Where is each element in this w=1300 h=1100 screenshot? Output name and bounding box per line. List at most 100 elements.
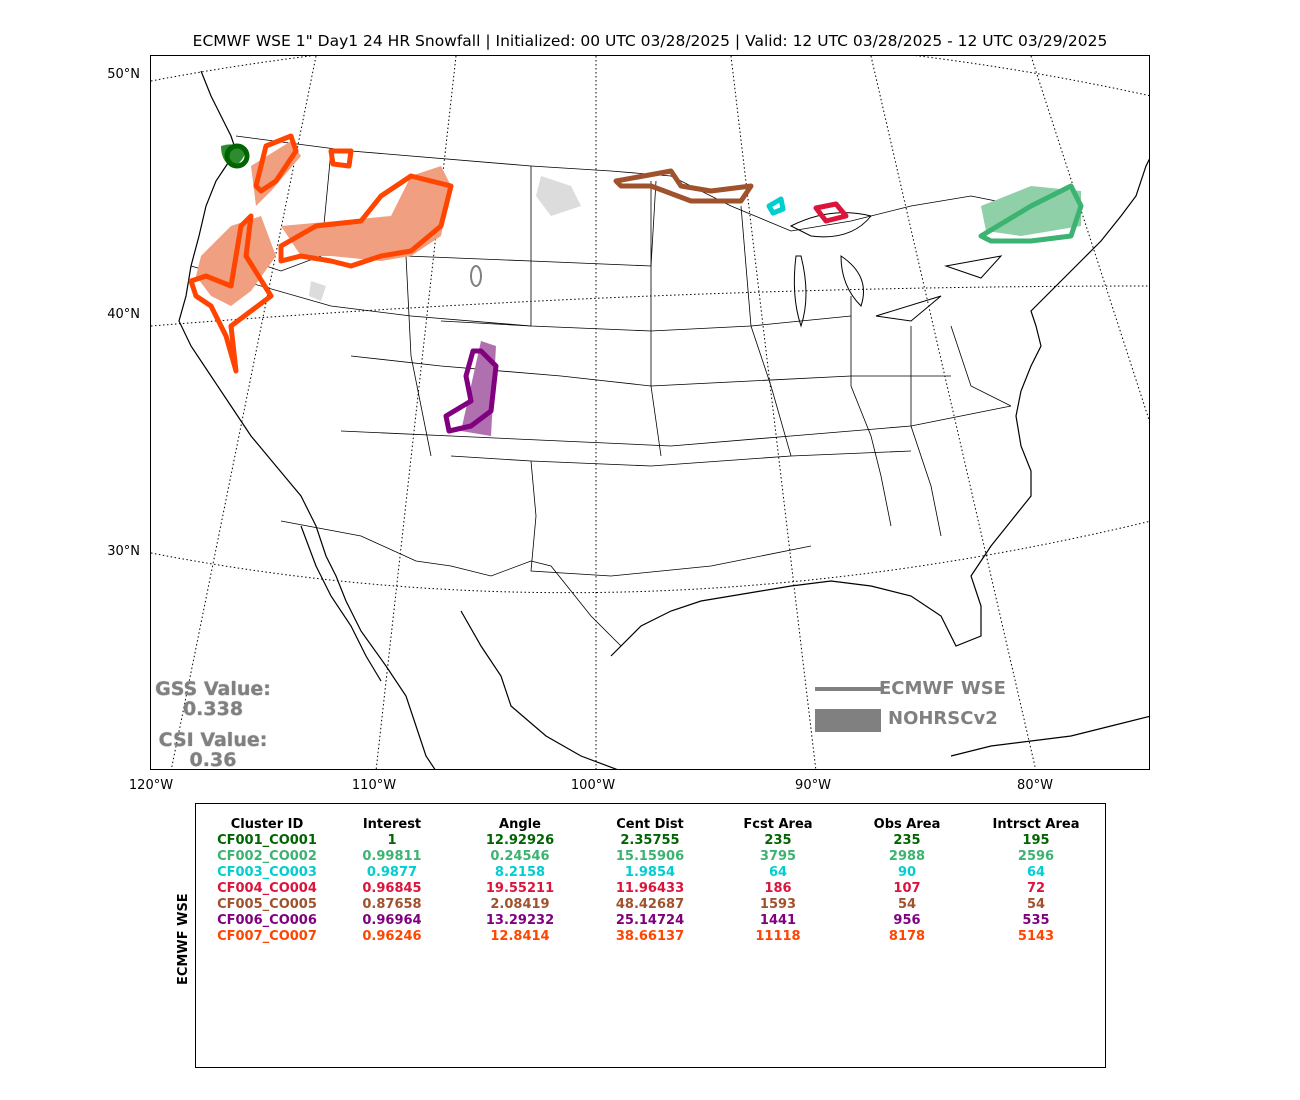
stats-cell: 3795: [759, 849, 797, 864]
fcst-outline-gray: [470, 265, 482, 287]
id-wy-border: [405, 255, 532, 327]
meridian-70w: [1030, 56, 1149, 422]
us-mexico-border: [280, 520, 622, 647]
il-in-border: [850, 296, 892, 527]
stats-cell: CF006_CO006: [217, 913, 317, 928]
map-canvas: [151, 56, 1149, 769]
dakotas-border: [650, 181, 662, 457]
stats-cell: 5143: [1017, 929, 1055, 944]
border-row-1: [190, 265, 852, 332]
stats-table: Cluster ID Interest Angle Cent Dist Fcst…: [206, 815, 1098, 945]
mexico-coast: [460, 610, 618, 769]
legend-observed-label: NOHRSCv2: [888, 708, 998, 729]
nv-ut-border: [405, 255, 432, 457]
stats-cell: 54: [1026, 897, 1046, 912]
stats-header-row: Cluster ID Interest Angle Cent Dist Fcst…: [206, 815, 1098, 833]
stats-cell: 38.66137: [615, 929, 685, 944]
col-header-cent-dist: Cent Dist: [616, 816, 684, 832]
parallel-40n: [151, 285, 1149, 327]
stats-cell: 1: [387, 833, 397, 848]
stats-row: CF005_CO005 0.87658 2.08419 48.42687 1593 54 5…: [206, 897, 1098, 913]
stats-cell: 0.87658: [362, 897, 422, 912]
graticule: [151, 56, 1149, 769]
mn-ia-border: [740, 205, 792, 457]
lon-label-100w: 100°W: [570, 778, 616, 793]
stats-cell: CF004_CO004: [217, 881, 317, 896]
oh-pa-border: [950, 325, 1012, 407]
stats-row: CF006_CO006 0.96964 13.29232 25.14724 1441 95…: [206, 913, 1098, 929]
stats-cell: 54: [897, 897, 917, 912]
lake-superior: [789, 212, 872, 238]
lake-erie: [875, 295, 942, 322]
stats-cell: CF003_CO003: [217, 865, 317, 880]
political-borders: [190, 135, 1022, 647]
stats-row: CF001_CO001 1 12.92926 2.35755 235 235 195: [206, 833, 1098, 849]
east-coast: [610, 158, 1149, 657]
fcst-outline-cf004: [813, 201, 849, 224]
stats-cell: 72: [1026, 881, 1046, 896]
stats-cell: 956: [893, 913, 921, 928]
stats-cell: 0.99811: [362, 849, 422, 864]
stats-cell: 48.42687: [615, 897, 685, 912]
great-lakes: [789, 212, 1003, 328]
stats-cell: 0.24546: [490, 849, 550, 864]
stats-cell: 2596: [1017, 849, 1055, 864]
col-header-intrsct-area: Intrsct Area: [992, 816, 1080, 832]
stats-cell: 0.96246: [362, 929, 422, 944]
stats-cell: CF002_CO002: [217, 849, 317, 864]
west-coast: [178, 70, 436, 769]
stats-cell: 186: [764, 881, 792, 896]
stats-cell: 25.14724: [615, 913, 685, 928]
stats-cell: 12.8414: [490, 929, 550, 944]
legend-observed-swatch: [815, 709, 881, 732]
stats-cell: 8.2158: [494, 865, 546, 880]
stats-side-label: ECMWF WSE: [176, 893, 191, 985]
forecast-cluster-outlines: [188, 133, 1084, 434]
map-panel: [150, 55, 1150, 770]
fcst-outline-cf001: [224, 143, 250, 169]
border-row-5: [530, 460, 812, 577]
stats-cell: CF005_CO005: [217, 897, 317, 912]
stats-cell: 15.15906: [615, 849, 685, 864]
obs-area-cf007-id: [281, 166, 451, 261]
legend-forecast-swatch: [815, 687, 881, 691]
fcst-outline-cf002: [978, 183, 1084, 244]
us-canada-border: [235, 135, 1022, 232]
stats-row: CF003_CO003 0.9877 8.2158 1.9854 64 90 64: [206, 865, 1098, 881]
border-row-3: [340, 405, 1012, 447]
stats-row: CF004_CO004 0.96845 19.55211 11.96433 186 107…: [206, 881, 1098, 897]
stats-cell: 195: [1022, 833, 1050, 848]
lat-label-50n: 50°N: [107, 67, 140, 82]
mt-wy-border: [530, 166, 657, 267]
stats-cell: 64: [768, 865, 788, 880]
gss-label: GSS Value:: [155, 678, 271, 700]
in-oh-border: [910, 326, 942, 537]
stats-cell: 11118: [755, 929, 801, 944]
csi-value: 0.36: [189, 749, 237, 771]
stats-cell: 0.96964: [362, 913, 422, 928]
lake-huron: [840, 255, 864, 307]
stats-cell: 1441: [759, 913, 797, 928]
stats-cell: 0.96845: [362, 881, 422, 896]
fcst-outline-cf006: [443, 348, 499, 434]
stats-row: CF002_CO002 0.99811 0.24546 15.15906 3795 298…: [206, 849, 1098, 865]
meridian-110w: [375, 56, 457, 769]
stats-cell: 107: [893, 881, 921, 896]
stats-cell: 64: [1026, 865, 1046, 880]
stats-panel: Cluster ID Interest Angle Cent Dist Fcst…: [195, 803, 1106, 1068]
fcst-outline-cf007-d: [328, 148, 354, 169]
lon-label-90w: 90°W: [795, 778, 831, 793]
stats-cell: 11.96433: [615, 881, 685, 896]
lake-ontario: [944, 255, 1003, 279]
stats-cell: 19.55211: [485, 881, 555, 896]
gss-value: 0.338: [182, 698, 244, 720]
col-header-angle: Angle: [499, 816, 541, 832]
meridian-80w: [870, 56, 1037, 769]
stats-cell: 1.9854: [624, 865, 676, 880]
stats-cell: 1593: [759, 897, 797, 912]
stats-cell: 2.35755: [620, 833, 680, 848]
stats-cell: CF001_CO001: [217, 833, 317, 848]
stats-cell: 90: [897, 865, 917, 880]
coastlines: [178, 70, 1149, 769]
stats-cell: 2.08419: [490, 897, 550, 912]
